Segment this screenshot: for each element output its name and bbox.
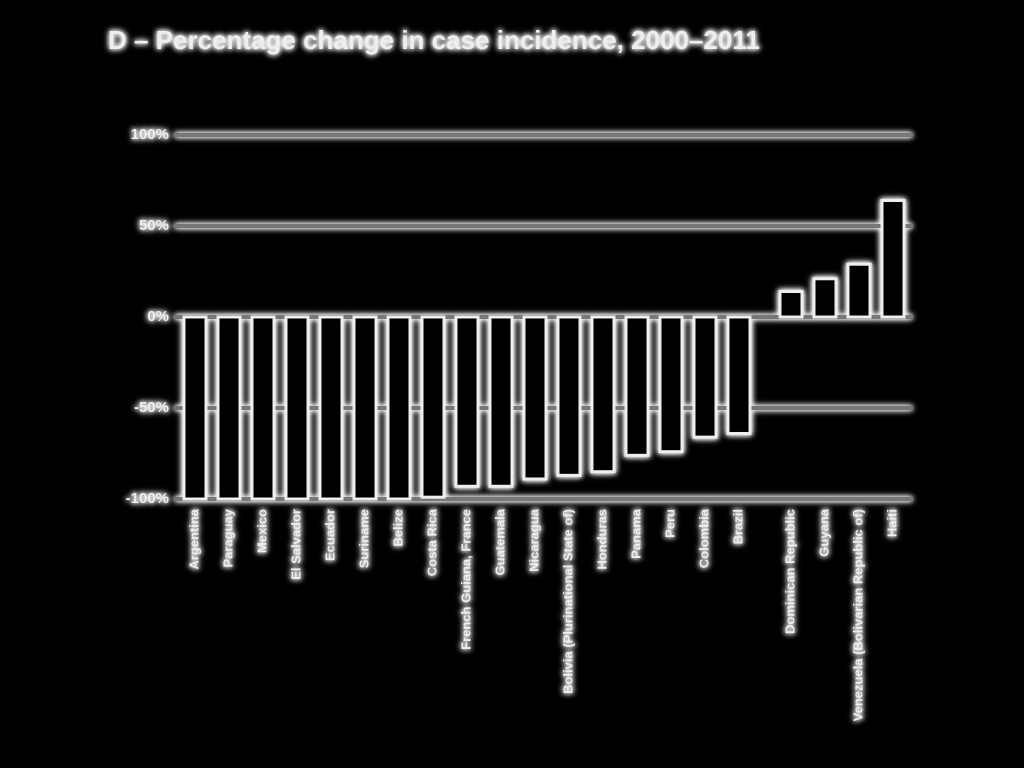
x-tick-label: Dominican Republic bbox=[782, 509, 797, 634]
x-tick-label: Brazil bbox=[730, 509, 745, 544]
y-tick-label: 0% bbox=[147, 308, 169, 325]
bar bbox=[216, 315, 242, 501]
bar bbox=[488, 315, 514, 488]
bar bbox=[182, 315, 208, 501]
y-tick-label: 100% bbox=[131, 126, 169, 143]
y-tick-label: -50% bbox=[134, 399, 169, 416]
x-tick-label: Guatemala bbox=[492, 508, 507, 575]
x-tick-label: Mexico bbox=[254, 509, 269, 553]
x-tick-label: Colombia bbox=[696, 508, 711, 568]
x-tick-label: Venezuela (Bolivarian Republic of) bbox=[850, 509, 865, 721]
x-tick-label: Belize bbox=[390, 509, 405, 547]
x-tick-label: Haiti bbox=[884, 509, 899, 537]
chart-title: D – Percentage change in case incidence,… bbox=[108, 25, 760, 55]
bar bbox=[250, 315, 276, 501]
bar bbox=[624, 315, 650, 457]
bar bbox=[726, 315, 752, 435]
x-tick-label: Ecuador bbox=[322, 509, 337, 561]
x-tick-label: Suriname bbox=[356, 509, 371, 568]
x-tick-label: Paraguay bbox=[220, 508, 235, 567]
x-tick-label: El Salvador bbox=[288, 509, 303, 580]
x-tick-label: Argentina bbox=[186, 508, 201, 569]
x-tick-label: Peru bbox=[662, 509, 677, 538]
x-tick-label: Nicaragua bbox=[526, 508, 541, 572]
x-tick-label: Costa Rica bbox=[424, 508, 439, 576]
x-tick-label: Bolivia (Plurinational State of) bbox=[560, 509, 575, 694]
bar bbox=[352, 315, 378, 501]
bar bbox=[590, 315, 616, 474]
x-tick-label: Panama bbox=[628, 508, 643, 559]
bar bbox=[284, 315, 310, 501]
bar bbox=[454, 315, 480, 488]
x-tick-label: French Guiana, France bbox=[458, 509, 473, 650]
bar bbox=[778, 290, 804, 319]
x-tick-label: Honduras bbox=[594, 509, 609, 570]
x-tick-label: Guyana bbox=[816, 508, 831, 556]
bar bbox=[420, 315, 446, 499]
bar bbox=[522, 315, 548, 481]
bar bbox=[846, 262, 872, 319]
bar bbox=[318, 315, 344, 501]
bar bbox=[880, 199, 906, 319]
bar bbox=[658, 315, 684, 454]
bar bbox=[692, 315, 718, 439]
y-tick-label: 50% bbox=[139, 217, 169, 234]
y-tick-label: -100% bbox=[126, 490, 169, 507]
bar bbox=[812, 277, 838, 319]
bar bbox=[556, 315, 582, 477]
bar bbox=[386, 315, 412, 501]
